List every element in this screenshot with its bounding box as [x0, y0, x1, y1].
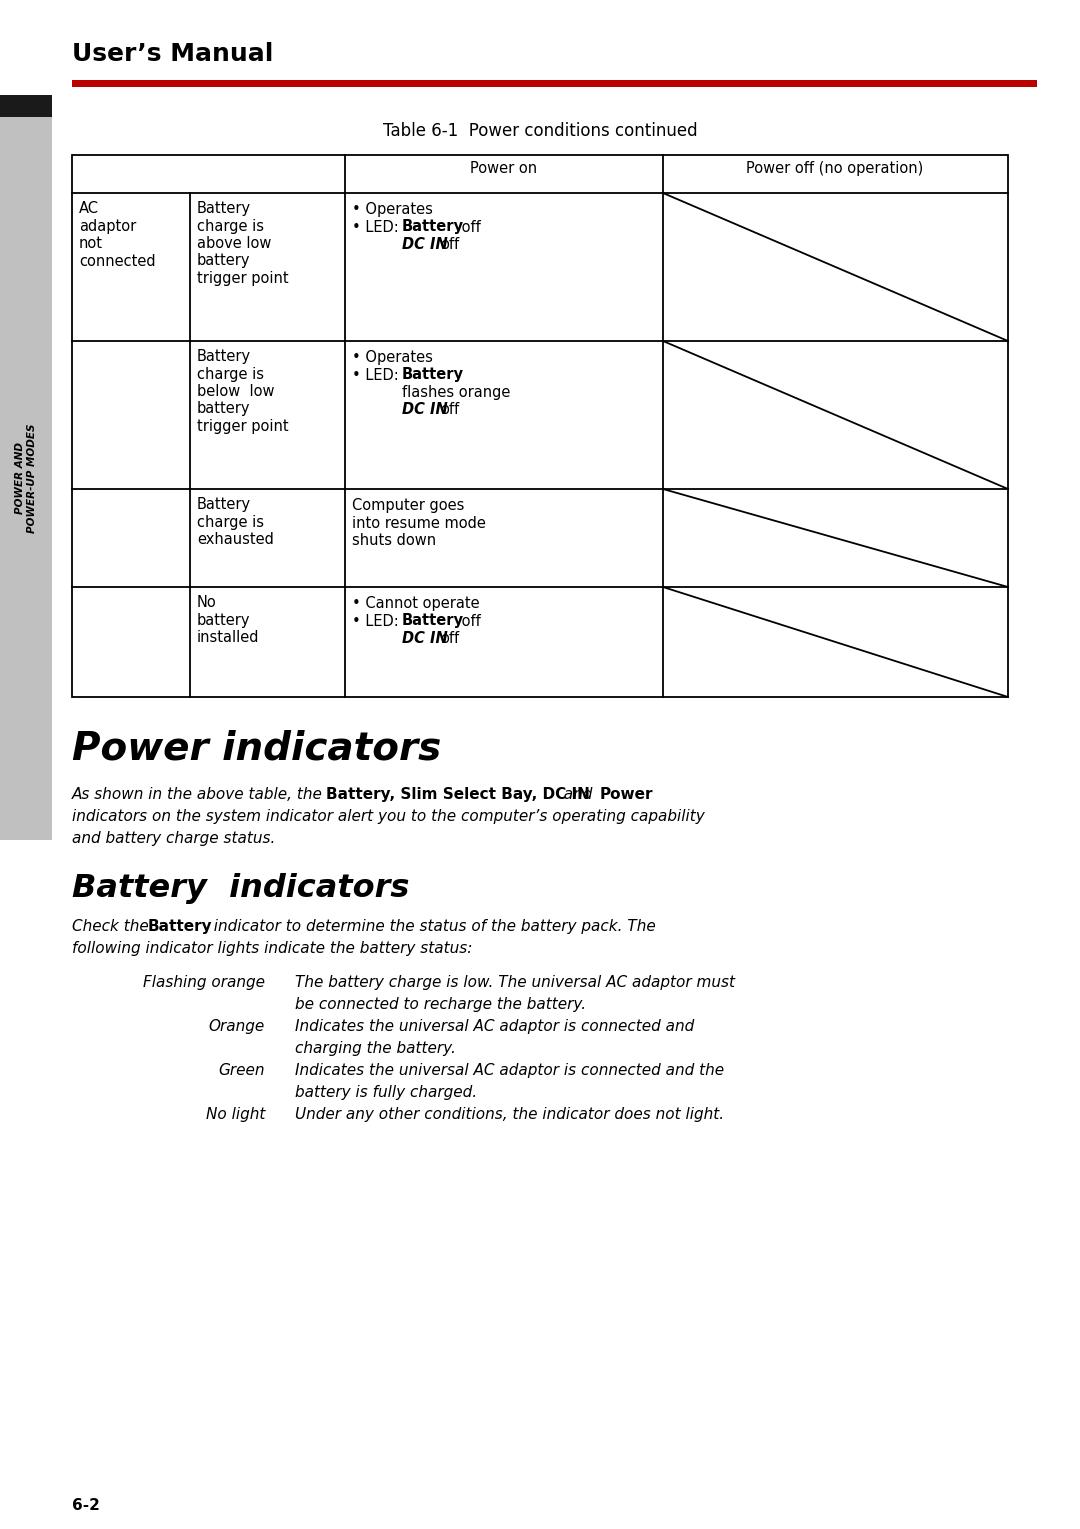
Bar [0, 118, 52, 839]
Bar [72, 154, 1008, 697]
Text: Battery, Slim Select Bay, DC IN: Battery, Slim Select Bay, DC IN [326, 787, 590, 803]
Text: charging the battery.: charging the battery. [295, 1041, 456, 1057]
Text: and: and [554, 787, 603, 803]
Text: indicators on the system indicator alert you to the computer’s operating capabil: indicators on the system indicator alert… [72, 809, 705, 824]
Text: Battery: Battery [402, 220, 464, 234]
Text: charge is: charge is [197, 219, 264, 234]
Text: AC: AC [79, 200, 99, 216]
Text: Power indicators: Power indicators [72, 729, 442, 768]
Text: DC IN: DC IN [402, 237, 448, 252]
Text: Indicates the universal AC adaptor is connected and the: Indicates the universal AC adaptor is co… [295, 1063, 724, 1078]
Text: • LED:: • LED: [352, 367, 408, 382]
Text: battery: battery [197, 254, 251, 269]
Text: battery: battery [197, 613, 251, 627]
Text: charge is: charge is [197, 367, 264, 382]
Text: 6-2: 6-2 [72, 1498, 99, 1514]
Bar [0, 95, 52, 118]
Text: • LED:: • LED: [352, 613, 408, 628]
Text: Battery: Battery [197, 497, 252, 512]
Text: User’s Manual: User’s Manual [72, 41, 273, 66]
Text: off: off [440, 402, 459, 417]
Text: connected: connected [79, 254, 156, 269]
Text: and battery charge status.: and battery charge status. [72, 830, 275, 846]
Text: flashes orange: flashes orange [402, 385, 511, 401]
Text: trigger point: trigger point [197, 419, 288, 434]
Text: battery is fully charged.: battery is fully charged. [295, 1086, 477, 1099]
Text: Flashing orange: Flashing orange [143, 976, 265, 989]
Text: Battery: Battery [402, 367, 464, 382]
Text: off: off [440, 237, 459, 252]
Text: be connected to recharge the battery.: be connected to recharge the battery. [295, 997, 586, 1012]
Text: DC IN: DC IN [402, 631, 448, 645]
Text: shuts down: shuts down [352, 534, 436, 547]
Text: Under any other conditions, the indicator does not light.: Under any other conditions, the indicato… [295, 1107, 724, 1122]
Bar [72, 80, 1037, 87]
Text: The battery charge is low. The universal AC adaptor must: The battery charge is low. The universal… [295, 976, 735, 989]
Text: Table 6-1  Power conditions continued: Table 6-1 Power conditions continued [382, 122, 698, 141]
Text: adaptor: adaptor [79, 219, 136, 234]
Text: installed: installed [197, 630, 259, 645]
Text: Check the: Check the [72, 919, 159, 934]
Text: into resume mode: into resume mode [352, 515, 486, 531]
Text: Orange: Orange [208, 1018, 265, 1034]
Text: Power off (no operation): Power off (no operation) [746, 161, 923, 176]
Text: off: off [457, 220, 481, 234]
Text: off: off [457, 613, 481, 628]
Text: DC IN: DC IN [402, 402, 448, 417]
Text: battery: battery [197, 402, 251, 416]
Text: No light: No light [205, 1107, 265, 1122]
Text: • LED:: • LED: [352, 220, 408, 234]
Text: • Cannot operate: • Cannot operate [352, 596, 480, 612]
Text: Computer goes: Computer goes [352, 498, 464, 514]
Text: Indicates the universal AC adaptor is connected and: Indicates the universal AC adaptor is co… [295, 1018, 694, 1034]
Text: • Operates: • Operates [352, 202, 433, 217]
Text: Power: Power [600, 787, 653, 803]
Text: trigger point: trigger point [197, 271, 288, 286]
Text: POWER AND
POWER-UP MODES: POWER AND POWER-UP MODES [15, 424, 37, 534]
Text: Battery: Battery [197, 200, 252, 216]
Text: above low: above low [197, 235, 271, 251]
Text: • Operates: • Operates [352, 350, 433, 365]
Text: not: not [79, 235, 103, 251]
Text: indicator to determine the status of the battery pack. The: indicator to determine the status of the… [204, 919, 656, 934]
Text: Battery  indicators: Battery indicators [72, 873, 409, 904]
Text: Green: Green [218, 1063, 265, 1078]
Text: Battery: Battery [197, 349, 252, 364]
Text: charge is: charge is [197, 514, 264, 529]
Text: No: No [197, 595, 217, 610]
Text: off: off [440, 631, 459, 645]
Text: Battery: Battery [402, 613, 464, 628]
Text: Battery: Battery [148, 919, 213, 934]
Text: exhausted: exhausted [197, 532, 274, 547]
Text: Power on: Power on [471, 161, 538, 176]
Text: following indicator lights indicate the battery status:: following indicator lights indicate the … [72, 940, 472, 956]
Text: As shown in the above table, the: As shown in the above table, the [72, 787, 333, 803]
Text: below  low: below low [197, 384, 274, 399]
